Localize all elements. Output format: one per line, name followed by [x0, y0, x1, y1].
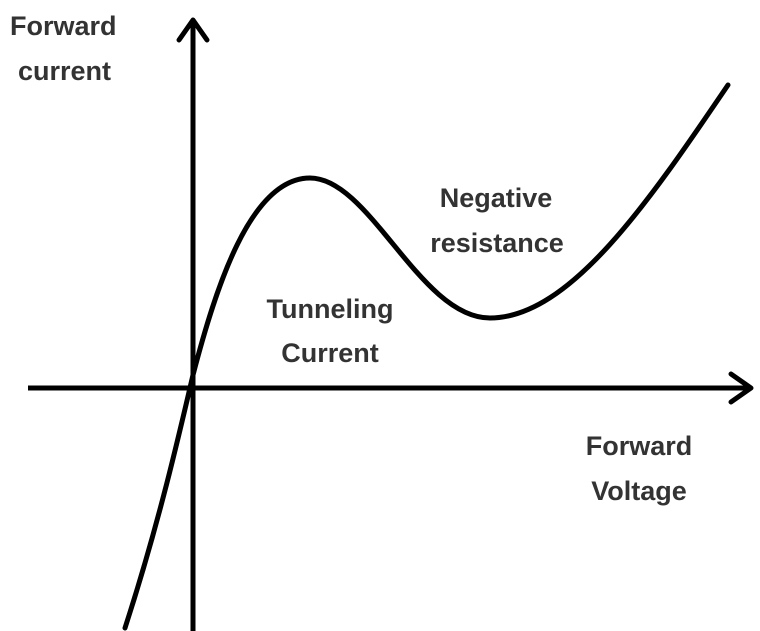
y-axis-label: Forward [10, 11, 117, 41]
x-axis-label: Voltage [591, 476, 687, 506]
annotation: resistance [430, 228, 564, 258]
x-axis-arrow [728, 371, 754, 405]
annotation: Tunneling [267, 294, 394, 324]
y-axis-arrow [176, 17, 210, 43]
y-axis-label: current [18, 56, 111, 86]
iv-curve [122, 82, 731, 631]
x-axis-label: Forward [586, 431, 693, 461]
annotation: Negative [440, 183, 553, 213]
annotation: Current [281, 338, 379, 368]
